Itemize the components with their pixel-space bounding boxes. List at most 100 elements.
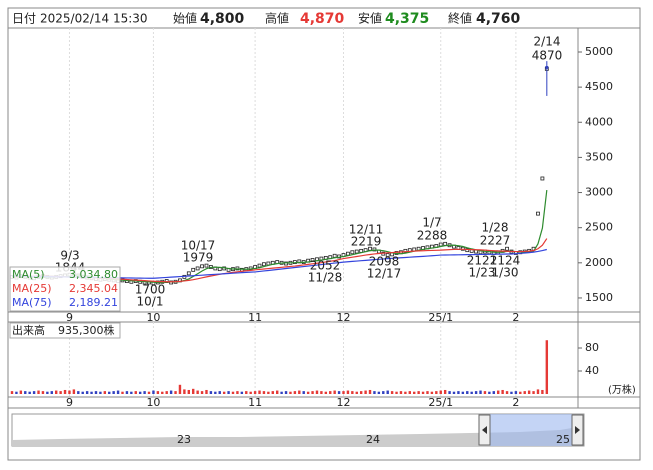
volume-bar — [196, 390, 199, 394]
volume-bar — [24, 391, 27, 394]
volume-bar — [382, 391, 385, 394]
volume-bar — [116, 390, 120, 394]
navigator-label: 23 — [177, 433, 191, 446]
candle — [443, 241, 448, 246]
volume-bar — [479, 390, 482, 394]
candle — [354, 249, 359, 254]
volume-bar — [492, 391, 495, 394]
header-label: 日付 — [12, 12, 36, 26]
volume-bar — [359, 391, 363, 394]
x-tick-label: 12 — [337, 311, 351, 324]
volume-bar — [99, 391, 102, 394]
volume-bar — [147, 391, 151, 394]
y-tick-label: 2000 — [585, 256, 613, 269]
volume-bar — [390, 391, 394, 394]
annotation-date: 1/30 — [492, 266, 519, 280]
candle — [200, 264, 204, 269]
volume-bar — [222, 391, 226, 394]
volume-bar — [218, 391, 221, 394]
volume-bar — [169, 390, 173, 394]
annotation-value: 2219 — [351, 235, 382, 249]
candle — [385, 253, 390, 257]
header-low: 4,375 — [385, 11, 429, 27]
candle — [465, 248, 470, 253]
volume-bar — [77, 391, 80, 394]
volume-bar — [541, 389, 544, 394]
legend-value: 3,034.80 — [69, 268, 118, 281]
x-tick-label: 11 — [248, 311, 262, 324]
volume-bar — [152, 390, 155, 394]
volume-bar — [514, 391, 518, 394]
navigator-area — [12, 428, 572, 446]
volume-bar — [302, 391, 305, 394]
annotation-value: 2288 — [417, 229, 448, 243]
legend-label: MA(5) — [12, 268, 45, 281]
volume-bar — [174, 391, 177, 394]
volume-bar — [333, 390, 336, 394]
volume-bar — [466, 391, 469, 394]
annotation-value: 2098 — [369, 255, 400, 269]
volume-bar — [527, 390, 531, 394]
candle — [536, 211, 540, 216]
annotation-date: 1/28 — [482, 221, 509, 235]
volume-bar — [293, 391, 297, 394]
header-label: 終値 — [448, 11, 472, 26]
volume-bar — [342, 391, 345, 394]
volume-bar — [81, 391, 84, 394]
annotation-date: 9/3 — [60, 249, 79, 263]
volume-bar — [192, 388, 195, 394]
volume-bar — [276, 390, 279, 394]
y-tick-label: 4500 — [585, 80, 613, 93]
volume-bar — [532, 391, 535, 394]
volume-bar — [205, 389, 208, 394]
volume-bar — [214, 391, 217, 394]
annotation-date: 10/1 — [137, 295, 164, 309]
volume-bar — [143, 391, 146, 394]
volume-bar — [72, 389, 76, 394]
volume-bar — [32, 391, 36, 394]
volume-bar — [108, 391, 111, 394]
x-tick-label: 10 — [146, 311, 160, 324]
volume-bar — [474, 391, 478, 394]
annotation-date: 1/7 — [422, 216, 441, 230]
candle — [195, 266, 200, 271]
volume-total: 935,300株 — [58, 323, 115, 337]
legend-label: MA(25) — [12, 282, 52, 295]
volume-bar — [156, 391, 160, 394]
annotation-value: 2124 — [490, 254, 521, 268]
volume-bar — [50, 391, 53, 394]
volume-bar — [183, 389, 186, 394]
volume-bar — [315, 390, 319, 394]
volume-bar — [289, 391, 292, 394]
volume-bar — [306, 391, 310, 394]
legend-box — [9, 266, 121, 312]
volume-bar — [510, 391, 513, 394]
volume-bar — [452, 391, 456, 394]
candle — [262, 262, 266, 267]
x-tick-label: 10 — [146, 396, 160, 409]
volume-bar — [161, 391, 164, 394]
y-tick-label: 1500 — [585, 291, 613, 304]
x-tick-label: 25/1 — [428, 311, 453, 324]
volume-bar — [346, 390, 350, 394]
y-tick-label: 3500 — [585, 150, 613, 163]
y-tick-label: 5000 — [585, 45, 613, 58]
annotation-date: 12/11 — [349, 223, 384, 237]
volume-bar — [457, 391, 460, 394]
annotation-value: 2121 — [467, 254, 498, 268]
volume-bar — [470, 391, 473, 394]
volume-bar — [112, 391, 115, 394]
volume-bar — [138, 391, 142, 394]
volume-title: 出来高 — [12, 323, 45, 337]
volume-bar — [536, 389, 540, 394]
x-tick-label: 2 — [512, 396, 519, 409]
legend-value: 2,345.04 — [69, 282, 118, 295]
handle-arrow — [575, 426, 580, 434]
volume-bar — [41, 391, 45, 394]
volume-bar — [200, 391, 204, 394]
volume-bar — [545, 340, 549, 394]
annotation-value: 2227 — [480, 234, 511, 248]
header-label: 始値 — [173, 11, 197, 26]
header-label: 高値 — [265, 11, 289, 26]
